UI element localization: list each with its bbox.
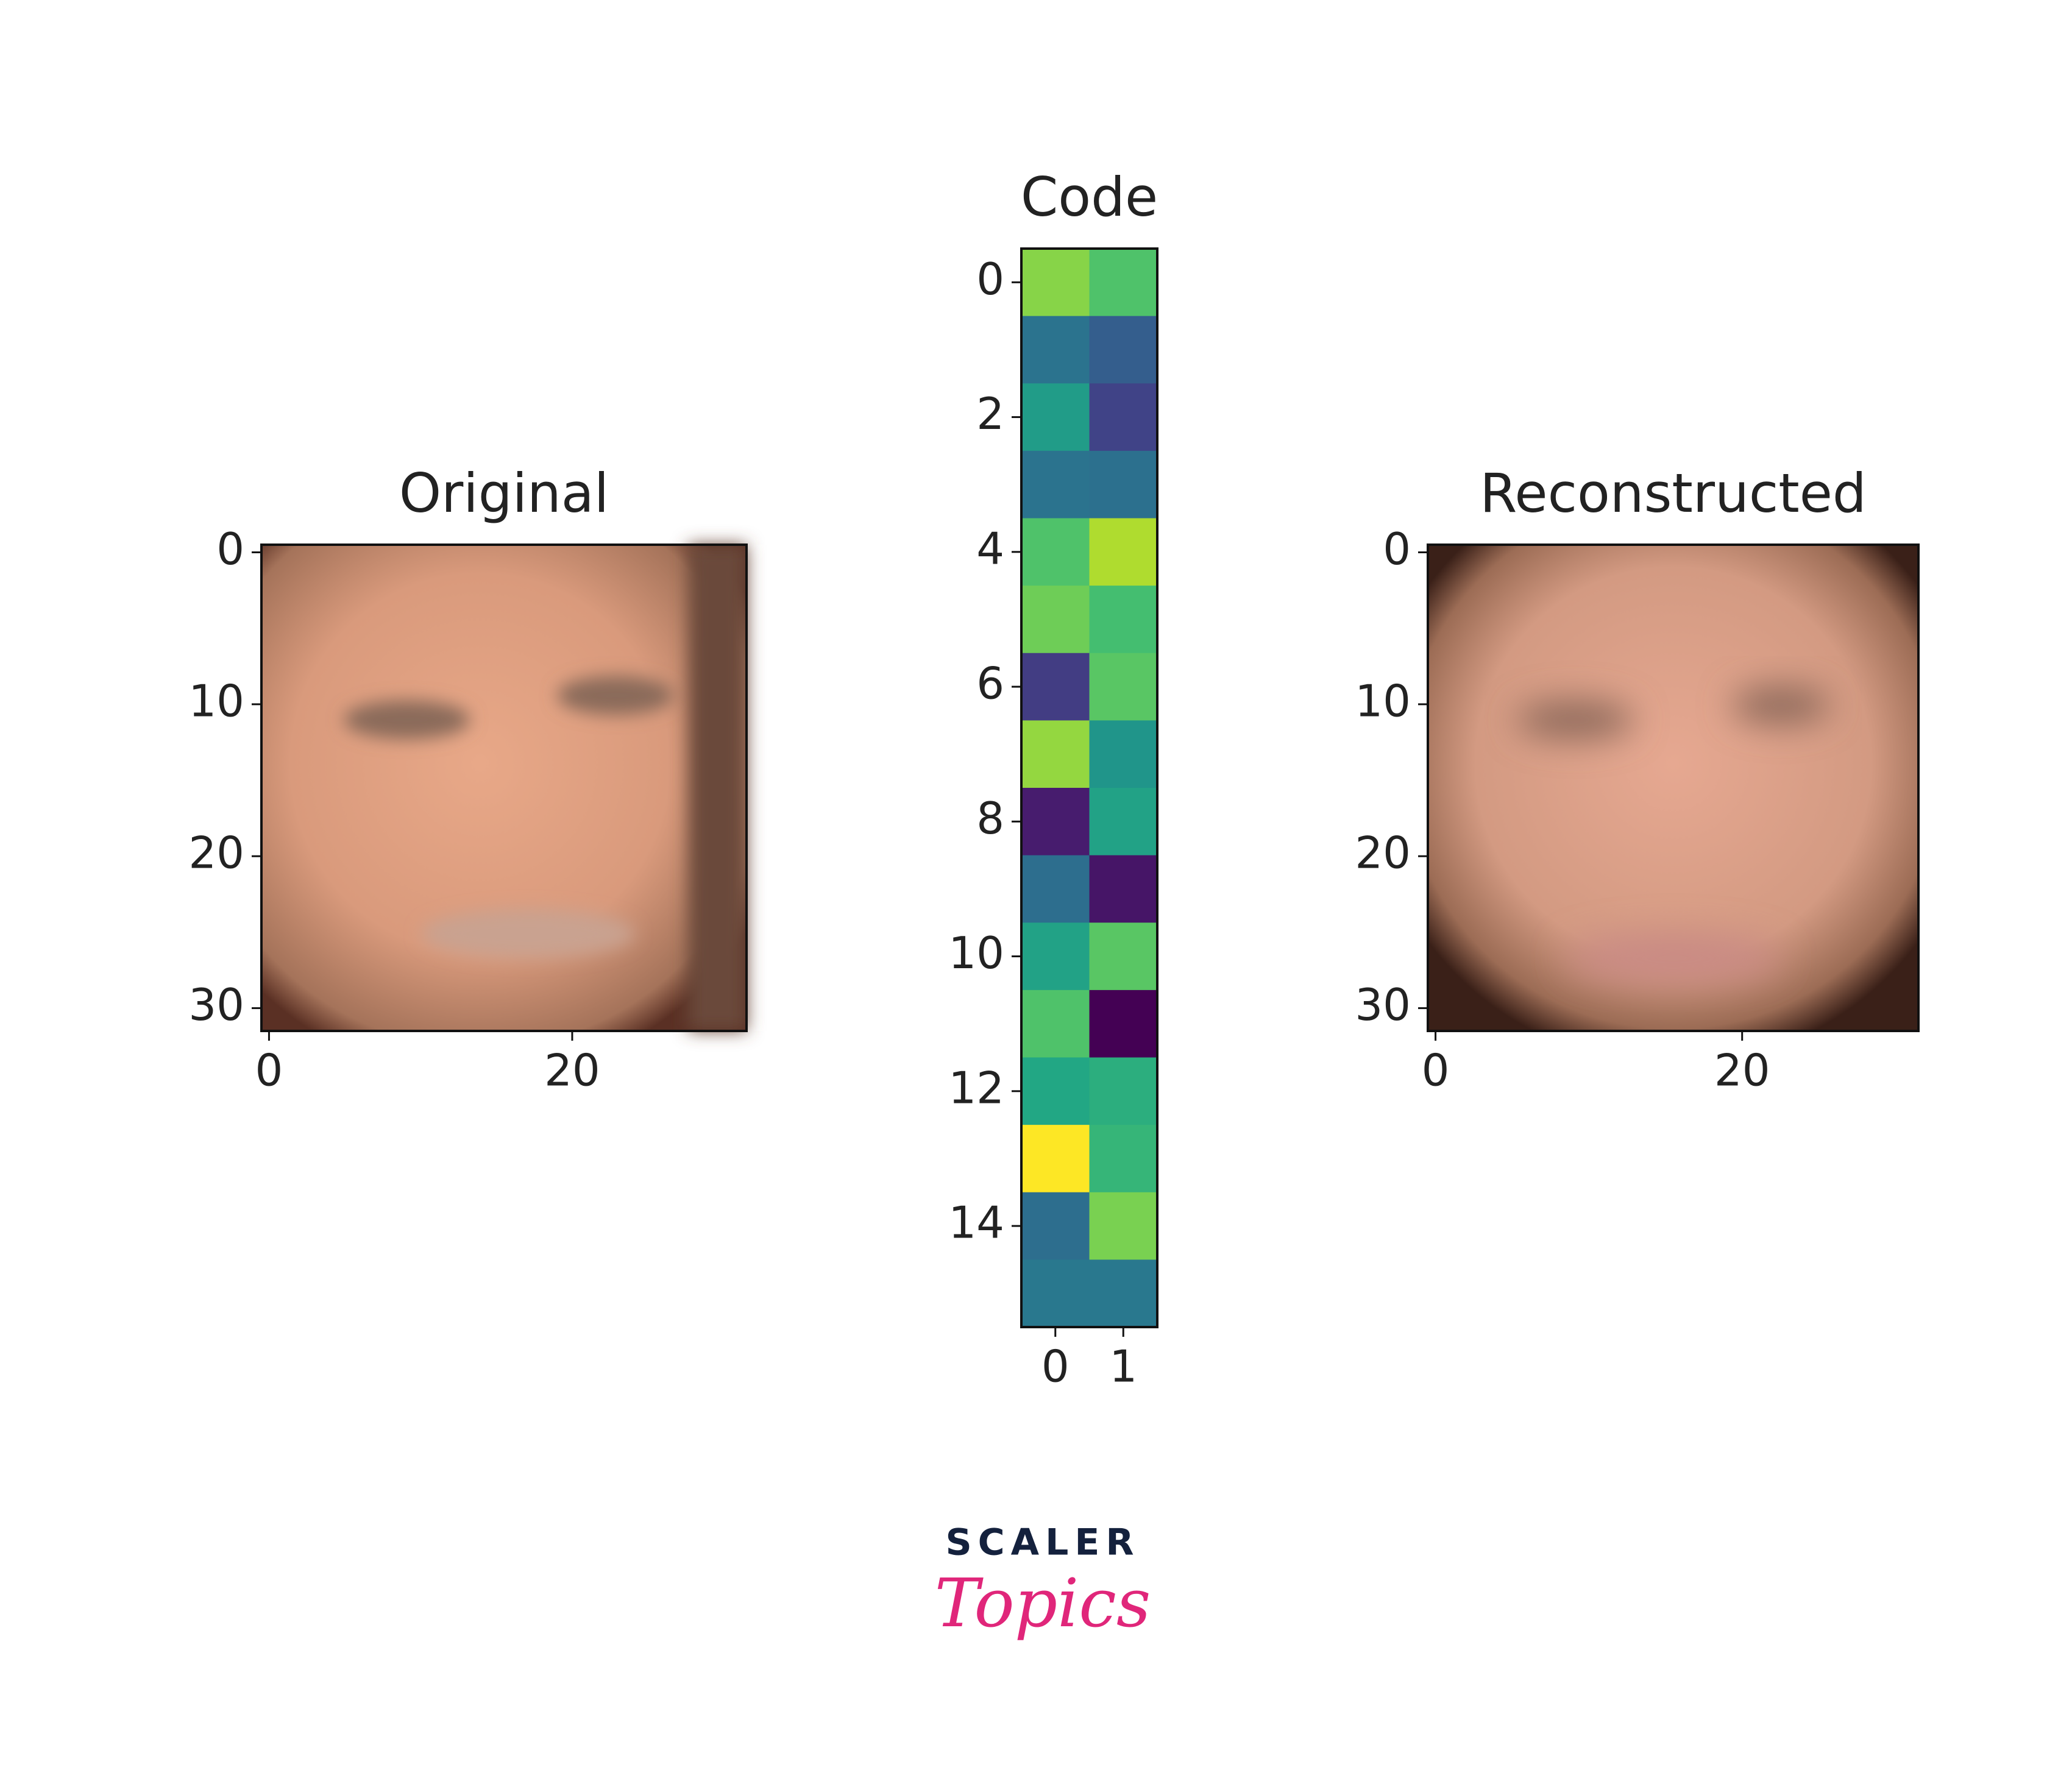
heatmap-cell <box>1021 450 1090 519</box>
heatmap-cell <box>1089 922 1158 991</box>
chart-title: Code <box>1021 166 1158 228</box>
y-tick-label: 20 <box>1355 827 1411 879</box>
image-feature <box>1565 933 1781 983</box>
heatmap-cell <box>1021 586 1090 654</box>
x-tick-label: 0 <box>1422 1045 1450 1096</box>
x-tick-label: 20 <box>544 1045 600 1096</box>
y-tick-label: 0 <box>976 253 1004 305</box>
heatmap-cell <box>1021 720 1090 788</box>
image-feature <box>1732 685 1831 725</box>
image-features <box>1516 685 1831 983</box>
x-tick-label: 0 <box>1041 1341 1070 1392</box>
image <box>261 545 747 1031</box>
y-tick-label: 30 <box>1355 979 1411 1030</box>
heatmap-cell <box>1089 1192 1158 1260</box>
y-tick-label: 8 <box>976 793 1004 844</box>
heatmap-cell <box>1021 788 1090 856</box>
y-tick-label: 0 <box>1383 523 1411 575</box>
panel: Original 0 20 0 10 20 30 <box>188 462 748 1096</box>
heatmap-cell <box>1089 249 1158 317</box>
y-tick-label: 10 <box>1355 675 1411 726</box>
x-tick-label: 0 <box>255 1045 283 1096</box>
image-features <box>344 545 747 1031</box>
image-feature <box>421 909 635 958</box>
y-tick-label: 12 <box>948 1062 1004 1113</box>
y-tick-label: 10 <box>188 675 244 726</box>
heatmap-cell <box>1021 922 1090 991</box>
heatmap-cell <box>1021 316 1090 384</box>
heatmap-cell <box>1021 1057 1090 1125</box>
heatmap-cell <box>1021 1125 1090 1193</box>
heatmap-cell <box>1089 316 1158 384</box>
heatmap-cell <box>1021 1259 1090 1328</box>
heatmap-cell <box>1089 653 1158 721</box>
y-tick-label: 14 <box>948 1197 1004 1248</box>
heatmap-cell <box>1089 383 1158 451</box>
y-tick-label: 0 <box>216 523 244 575</box>
y-tick-label: 10 <box>948 927 1004 979</box>
heatmap-cell <box>1089 1125 1158 1193</box>
image-feature <box>344 700 470 740</box>
axes-frame <box>1427 544 1920 1032</box>
image-feature <box>688 545 747 1031</box>
image-feature <box>1516 700 1634 740</box>
heatmap-cell <box>1089 450 1158 519</box>
axes-frame <box>260 544 748 1032</box>
heatmap-cell <box>1021 1192 1090 1260</box>
x-tick-label: 20 <box>1714 1045 1770 1096</box>
heatmap-cell <box>1021 249 1090 317</box>
chart-title: Reconstructed <box>1480 462 1867 525</box>
y-tick-label: 20 <box>188 827 244 879</box>
heatmap-cell <box>1089 1259 1158 1328</box>
heatmap-cell <box>1089 855 1158 923</box>
heatmap-cell <box>1089 720 1158 788</box>
heatmap-cell <box>1089 788 1158 856</box>
axes-frame <box>1020 247 1158 1328</box>
chart-title: Original <box>399 462 609 525</box>
heatmap-cell <box>1021 855 1090 923</box>
y-tick-label: 2 <box>976 388 1004 439</box>
x-tick-label: 1 <box>1109 1341 1137 1392</box>
logo-line1: SCALER <box>945 1521 1140 1564</box>
y-tick-label: 6 <box>976 658 1004 709</box>
heatmap-cell <box>1021 653 1090 721</box>
y-tick-label: 30 <box>188 979 244 1030</box>
heatmap-cell <box>1089 518 1158 586</box>
panel: Reconstructed 0 20 0 10 20 30 <box>1355 462 1920 1096</box>
heatmap-cell <box>1089 586 1158 654</box>
heatmap-cell <box>1021 990 1090 1058</box>
heatmap-cell <box>1089 990 1158 1058</box>
heatmap-cell <box>1089 1057 1158 1125</box>
logo-line2: Topics <box>935 1564 1151 1642</box>
heatmap-cell <box>1021 518 1090 586</box>
y-tick-label: 4 <box>976 523 1004 574</box>
heatmap-cell <box>1021 383 1090 451</box>
image-feature <box>557 676 674 715</box>
